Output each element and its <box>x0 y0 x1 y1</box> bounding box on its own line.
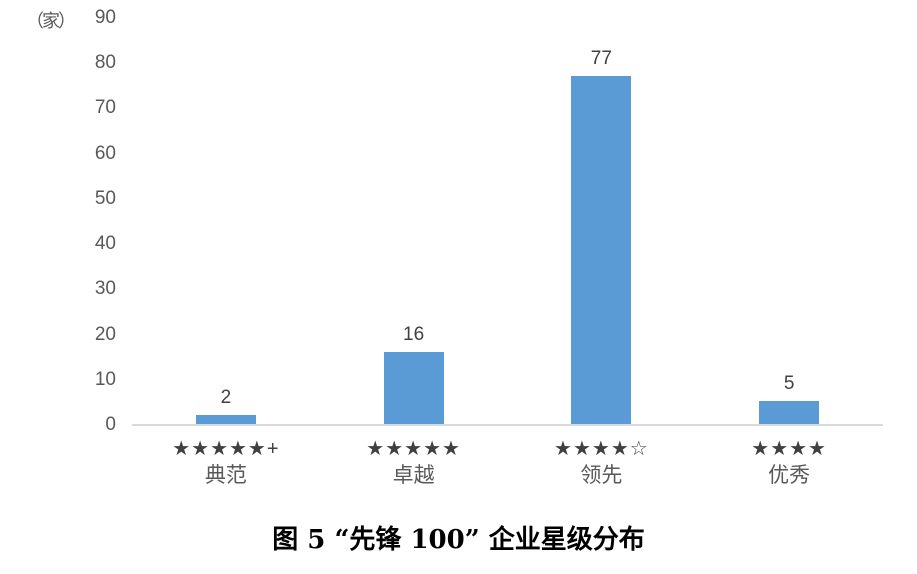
x-category-label: 卓越 <box>392 463 435 487</box>
figure-caption: 图 5 “先锋 100” 企业星级分布 <box>272 525 645 555</box>
y-tick-label: 30 <box>94 278 116 300</box>
bar-value-label: 77 <box>590 48 612 69</box>
bar <box>759 401 820 424</box>
bar <box>195 415 256 424</box>
y-tick-label: 40 <box>94 233 116 255</box>
star-rating-label: ★★★★★+ <box>172 438 280 460</box>
x-category-label: 典范 <box>204 463 247 487</box>
x-category-label: 领先 <box>580 463 623 487</box>
y-tick-label: 20 <box>94 323 116 345</box>
y-tick-label: 60 <box>94 142 116 164</box>
bar <box>383 352 444 424</box>
star-rating-label: ★★★★☆ <box>554 438 649 460</box>
star-rating-label: ★★★★★ <box>366 438 461 460</box>
y-tick-label: 80 <box>94 52 116 74</box>
y-tick-label: 90 <box>94 7 116 28</box>
y-tick-label: 70 <box>94 97 116 119</box>
bar-value-label: 16 <box>403 324 425 345</box>
x-axis-line <box>132 424 883 426</box>
star-rating-label: ★★★★ <box>751 438 827 460</box>
y-tick-label: 0 <box>105 414 116 435</box>
bar <box>571 76 632 424</box>
y-axis-unit-label: （家） <box>26 11 76 32</box>
y-tick-label: 50 <box>94 187 116 209</box>
bar-value-label: 2 <box>220 387 232 408</box>
x-category-label: 优秀 <box>768 463 811 487</box>
y-tick-label: 10 <box>94 368 116 390</box>
bar-value-label: 5 <box>783 373 795 394</box>
